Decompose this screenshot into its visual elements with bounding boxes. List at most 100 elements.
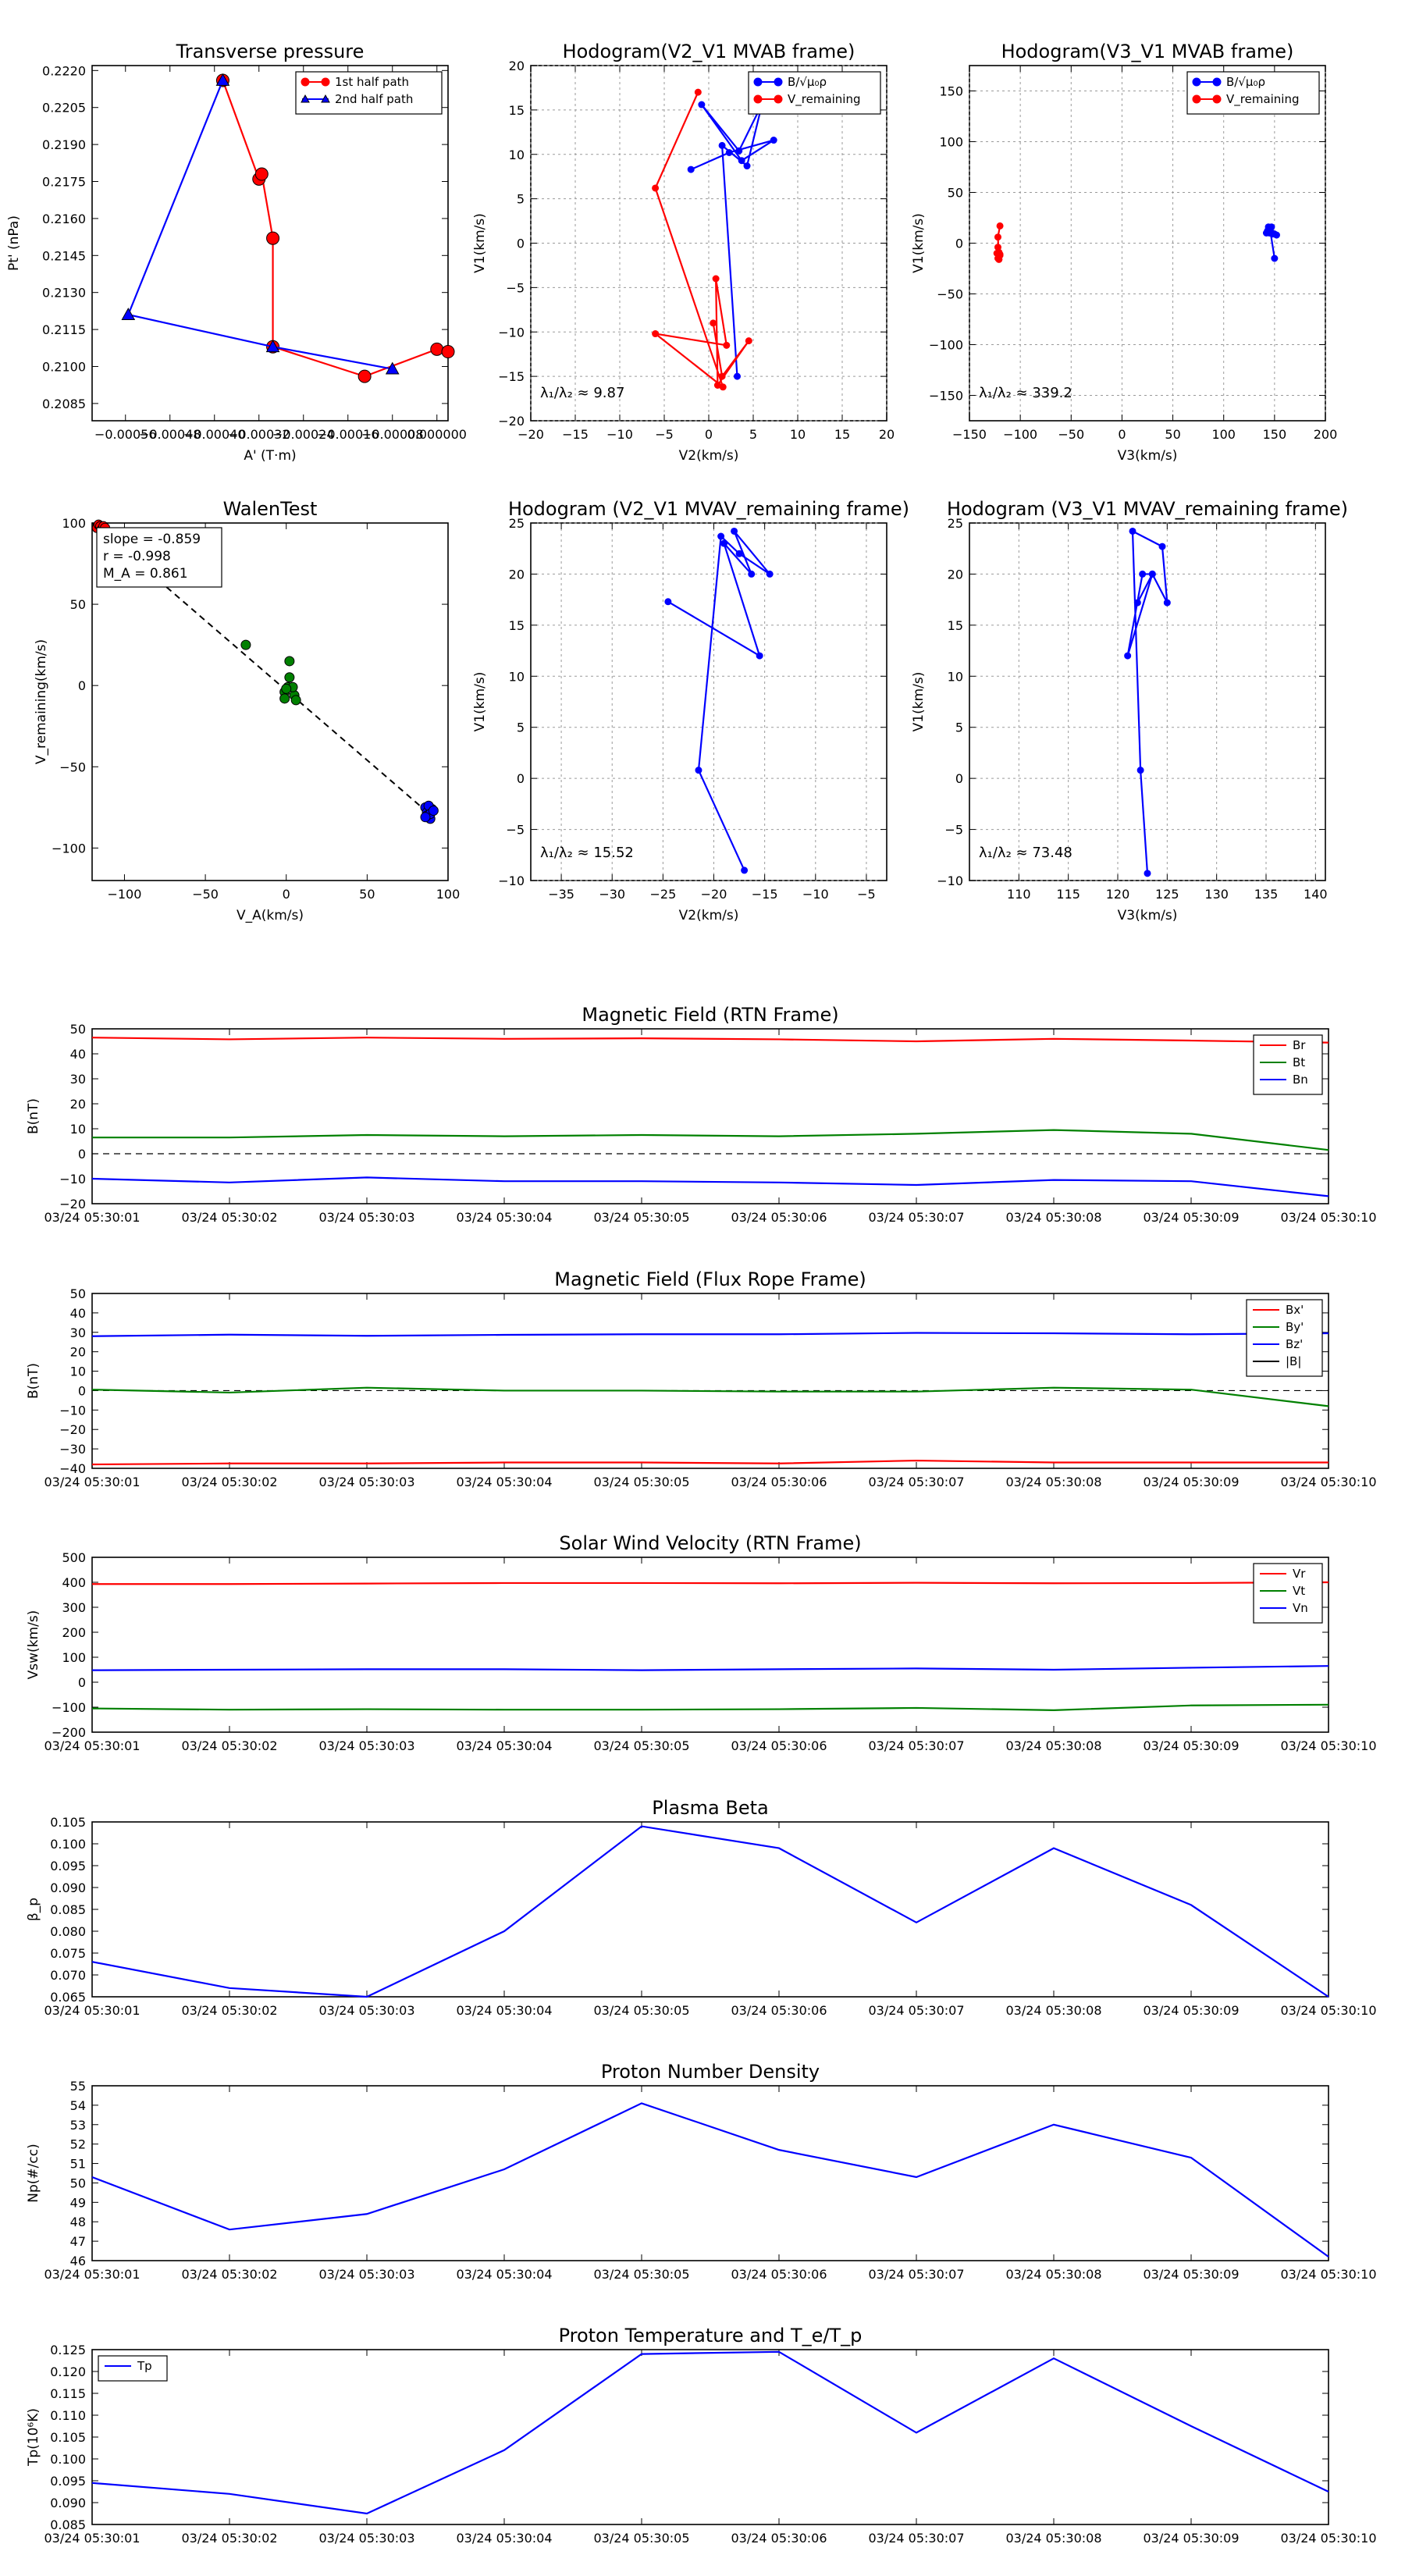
data-point — [1192, 94, 1201, 104]
legend-entry: 1st half path — [335, 75, 409, 89]
ratio-annotation: λ₁/λ₂ ≈ 73.48 — [979, 845, 1072, 861]
x-tick-label: −5 — [857, 887, 876, 902]
y-axis-label: Pt' (nPa) — [6, 215, 22, 271]
data-point — [725, 148, 733, 156]
x-tick-label: −15 — [562, 427, 589, 442]
y-tick-label: 0.2160 — [42, 212, 86, 226]
chart-title: Magnetic Field (Flux Rope Frame) — [554, 1268, 866, 1290]
x-tick-label: 03/24 05:30:07 — [868, 1210, 964, 1225]
y-tick-label: 0.080 — [50, 1924, 86, 1939]
y-tick-label: 0 — [955, 237, 963, 251]
data-point — [281, 683, 292, 694]
data-point — [996, 222, 1004, 229]
y-tick-label: 40 — [70, 1047, 86, 1062]
y-tick-label: 0.085 — [50, 1902, 86, 1917]
y-tick-label: 0.095 — [50, 1859, 86, 1873]
y-tick-label: 500 — [62, 1550, 86, 1565]
data-point — [357, 369, 372, 383]
y-tick-label: 0.105 — [50, 2430, 86, 2445]
data-point — [694, 88, 702, 96]
y-tick-label: 100 — [62, 1650, 86, 1665]
y-axis-label: V1(km/s) — [911, 213, 927, 273]
y-tick-label: 0.2085 — [42, 397, 86, 411]
chart-h2: −150 −100 −50 0 50 100 150 200 −150 −100 −50 0 50 100… — [911, 41, 1337, 464]
x-axis-label: A' (T·m) — [244, 448, 296, 464]
y-tick-label: 54 — [70, 2098, 86, 2113]
data-point — [994, 233, 1001, 241]
y-tick-label: 0.105 — [50, 1815, 86, 1830]
y-tick-label: 0 — [517, 771, 525, 786]
data-point — [652, 330, 660, 338]
x-tick-label: −0.00048 — [139, 427, 201, 442]
x-tick-label: 03/24 05:30:08 — [1005, 2003, 1101, 2018]
chart-title: Hodogram(V3_V1 MVAB frame) — [1001, 41, 1294, 62]
y-tick-label: 0.070 — [50, 1968, 86, 1983]
y-tick-label: 15 — [948, 618, 963, 633]
x-tick-label: 03/24 05:30:08 — [1005, 1210, 1101, 1225]
legend-entry: V_remaining — [1226, 92, 1300, 107]
series-line — [652, 91, 750, 390]
series-line — [126, 80, 393, 370]
data-point — [441, 345, 455, 359]
y-tick-label: 0.2100 — [42, 359, 86, 374]
data-point — [301, 94, 310, 103]
chart-title: Transverse pressure — [176, 41, 365, 62]
legend-entry: Bn — [1293, 1073, 1308, 1087]
x-tick-label: −30 — [599, 887, 625, 902]
y-tick-label: 0.100 — [50, 1837, 86, 1852]
x-tick-label: 03/24 05:30:01 — [44, 1475, 140, 1489]
legend-entry: Tp — [137, 2359, 152, 2373]
x-tick-label: −0.00024 — [272, 427, 335, 442]
x-tick-label: −10 — [606, 427, 633, 442]
x-axis-label: V2(km/s) — [679, 448, 739, 464]
x-tick-label: −0.00040 — [183, 427, 246, 442]
x-tick-label: −0.00032 — [228, 427, 290, 442]
y-tick-label: −150 — [929, 389, 963, 404]
y-tick-label: 25 — [509, 516, 525, 531]
chart-frfield: 03/24 05:30:01 03/24 05:30:02 03/24 05:30:… — [26, 1268, 1377, 1489]
chart-beta: 03/24 05:30:01 03/24 05:30:02 03/24 05:30:… — [26, 1797, 1377, 2018]
data-point — [713, 382, 721, 389]
data-point — [1192, 77, 1201, 87]
data-point — [1129, 527, 1136, 535]
y-tick-label: 0.115 — [50, 2386, 86, 2401]
legend-entry: Bx' — [1286, 1303, 1304, 1317]
plot-frame — [91, 1557, 1329, 1733]
series-line-By' — [91, 1386, 1329, 1407]
data-point — [1271, 254, 1279, 262]
data-point — [301, 77, 310, 87]
y-tick-label: 20 — [509, 59, 525, 73]
data-point — [741, 866, 749, 874]
data-point — [994, 254, 1001, 262]
x-tick-label: 03/24 05:30:07 — [868, 2267, 964, 2282]
data-point — [766, 570, 774, 578]
y-tick-label: −100 — [929, 338, 963, 353]
data-point — [279, 693, 290, 704]
chart-title: WalenTest — [223, 498, 318, 520]
plot-frame — [969, 522, 1326, 881]
series-line — [1126, 529, 1168, 873]
stats-textbox: slope = -0.859 r = -0.998 M_A = 0.861 — [96, 527, 222, 588]
legend-box — [295, 71, 443, 115]
legend-entry: V_remaining — [788, 92, 861, 107]
data-point — [652, 184, 660, 192]
x-tick-label: 125 — [1155, 887, 1179, 902]
legend-entry: B/√μ₀ρ — [1226, 75, 1265, 89]
legend-box — [1186, 71, 1320, 115]
chart-title: Proton Number Density — [601, 2061, 820, 2083]
x-tick-label: 03/24 05:30:04 — [456, 1475, 552, 1489]
y-tick-label: 0 — [78, 1675, 86, 1690]
x-tick-label: 03/24 05:30:01 — [44, 2003, 140, 2018]
chart-h3: −35 −30 −25 −20 −15 −10 −5 −10 −5 0 5 10 15 20 25Hodog… — [472, 498, 909, 923]
data-point — [1136, 767, 1144, 774]
data-point — [1272, 231, 1280, 239]
data-point — [718, 372, 726, 380]
y-tick-label: 15 — [509, 618, 525, 633]
y-tick-label: 100 — [62, 516, 86, 531]
x-tick-label: 03/24 05:30:10 — [1280, 2003, 1376, 2018]
x-tick-label: 03/24 05:30:10 — [1280, 2531, 1376, 2546]
x-tick-label: 5 — [749, 427, 757, 442]
y-tick-label: 0.2220 — [42, 63, 86, 78]
data-point — [121, 308, 136, 321]
